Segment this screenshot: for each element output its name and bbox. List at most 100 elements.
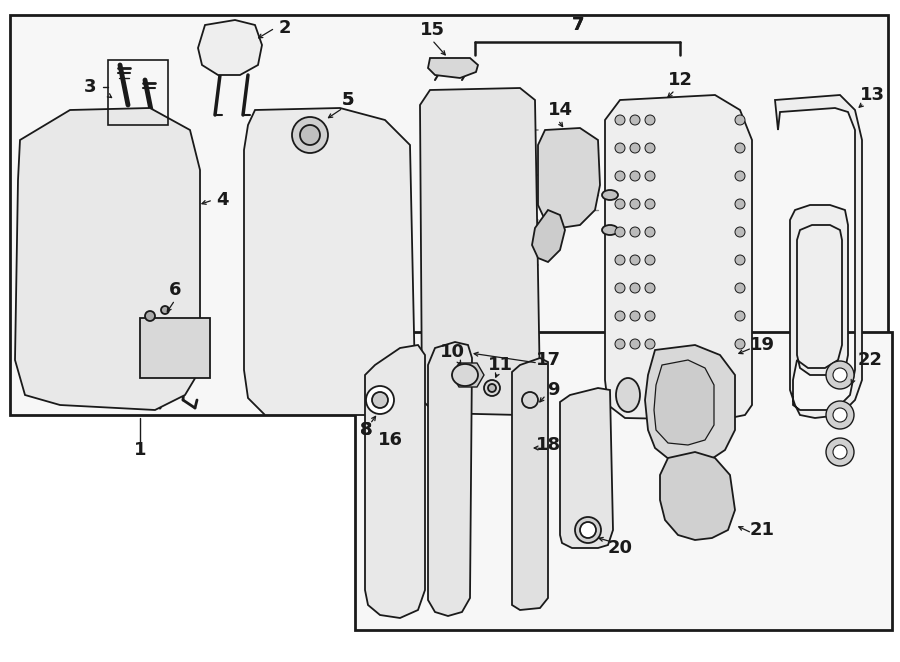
Polygon shape	[654, 360, 714, 445]
Ellipse shape	[645, 311, 655, 321]
Ellipse shape	[735, 311, 745, 321]
Ellipse shape	[645, 171, 655, 181]
Text: 8: 8	[360, 421, 373, 439]
Text: 6: 6	[169, 281, 181, 299]
Polygon shape	[15, 108, 200, 410]
Ellipse shape	[630, 255, 640, 265]
Text: 5: 5	[342, 91, 355, 109]
Polygon shape	[605, 95, 752, 420]
Ellipse shape	[484, 380, 500, 396]
Ellipse shape	[488, 384, 496, 392]
Ellipse shape	[300, 125, 320, 145]
Polygon shape	[244, 108, 415, 415]
Polygon shape	[428, 342, 472, 616]
Ellipse shape	[735, 255, 745, 265]
Polygon shape	[198, 20, 262, 75]
Ellipse shape	[630, 199, 640, 209]
Polygon shape	[420, 88, 540, 415]
Polygon shape	[538, 128, 600, 228]
Ellipse shape	[735, 143, 745, 153]
Text: 1: 1	[134, 441, 147, 459]
Text: 12: 12	[668, 71, 692, 89]
Text: 11: 11	[488, 356, 512, 374]
Ellipse shape	[826, 438, 854, 466]
Ellipse shape	[645, 143, 655, 153]
Text: 18: 18	[536, 436, 561, 454]
Polygon shape	[775, 95, 862, 418]
Text: 20: 20	[608, 539, 633, 557]
Ellipse shape	[630, 171, 640, 181]
Ellipse shape	[615, 311, 625, 321]
Text: 7: 7	[572, 16, 584, 34]
Ellipse shape	[735, 227, 745, 237]
Ellipse shape	[630, 339, 640, 349]
Text: 13: 13	[860, 86, 885, 104]
Ellipse shape	[615, 339, 625, 349]
Ellipse shape	[615, 255, 625, 265]
Polygon shape	[645, 345, 735, 465]
Bar	[140, 318, 210, 378]
Ellipse shape	[833, 445, 847, 459]
Text: 10: 10	[439, 343, 464, 361]
Ellipse shape	[645, 283, 655, 293]
Text: 21: 21	[750, 521, 775, 539]
Ellipse shape	[366, 386, 394, 414]
Text: 14: 14	[547, 101, 572, 119]
Ellipse shape	[372, 392, 388, 408]
Ellipse shape	[630, 311, 640, 321]
Ellipse shape	[630, 115, 640, 125]
Ellipse shape	[630, 143, 640, 153]
Ellipse shape	[645, 227, 655, 237]
Ellipse shape	[630, 227, 640, 237]
Polygon shape	[560, 388, 613, 548]
Ellipse shape	[615, 283, 625, 293]
Ellipse shape	[452, 364, 478, 386]
Bar	[355, 332, 892, 630]
Text: 19: 19	[750, 336, 775, 354]
Text: 15: 15	[419, 21, 445, 39]
Ellipse shape	[145, 311, 155, 321]
Ellipse shape	[580, 522, 596, 538]
Ellipse shape	[615, 227, 625, 237]
Ellipse shape	[630, 283, 640, 293]
Ellipse shape	[735, 199, 745, 209]
Ellipse shape	[645, 199, 655, 209]
Text: 9: 9	[547, 381, 559, 399]
Ellipse shape	[161, 306, 169, 314]
Ellipse shape	[833, 368, 847, 382]
Ellipse shape	[735, 283, 745, 293]
Text: 8: 8	[360, 421, 373, 439]
Polygon shape	[365, 345, 425, 618]
Text: 17: 17	[536, 351, 561, 369]
Ellipse shape	[833, 408, 847, 422]
Polygon shape	[532, 210, 565, 262]
Bar	[10, 15, 888, 415]
Text: 3: 3	[84, 78, 96, 96]
Ellipse shape	[645, 339, 655, 349]
Ellipse shape	[645, 115, 655, 125]
Ellipse shape	[645, 255, 655, 265]
Ellipse shape	[602, 190, 618, 200]
Ellipse shape	[826, 361, 854, 389]
Text: 16: 16	[377, 431, 402, 449]
Bar	[108, 60, 168, 125]
Ellipse shape	[826, 401, 854, 429]
Polygon shape	[512, 358, 548, 610]
Ellipse shape	[575, 517, 601, 543]
Ellipse shape	[735, 115, 745, 125]
Ellipse shape	[292, 117, 328, 153]
Ellipse shape	[615, 143, 625, 153]
Text: 4: 4	[216, 191, 229, 209]
Ellipse shape	[602, 225, 618, 235]
Text: 7: 7	[572, 16, 584, 34]
Polygon shape	[452, 363, 484, 387]
Ellipse shape	[615, 115, 625, 125]
Ellipse shape	[615, 171, 625, 181]
Polygon shape	[428, 58, 478, 78]
Ellipse shape	[735, 339, 745, 349]
Text: 22: 22	[858, 351, 883, 369]
Text: 5: 5	[342, 91, 355, 109]
Text: 2: 2	[279, 19, 292, 37]
Ellipse shape	[735, 171, 745, 181]
Ellipse shape	[616, 378, 640, 412]
